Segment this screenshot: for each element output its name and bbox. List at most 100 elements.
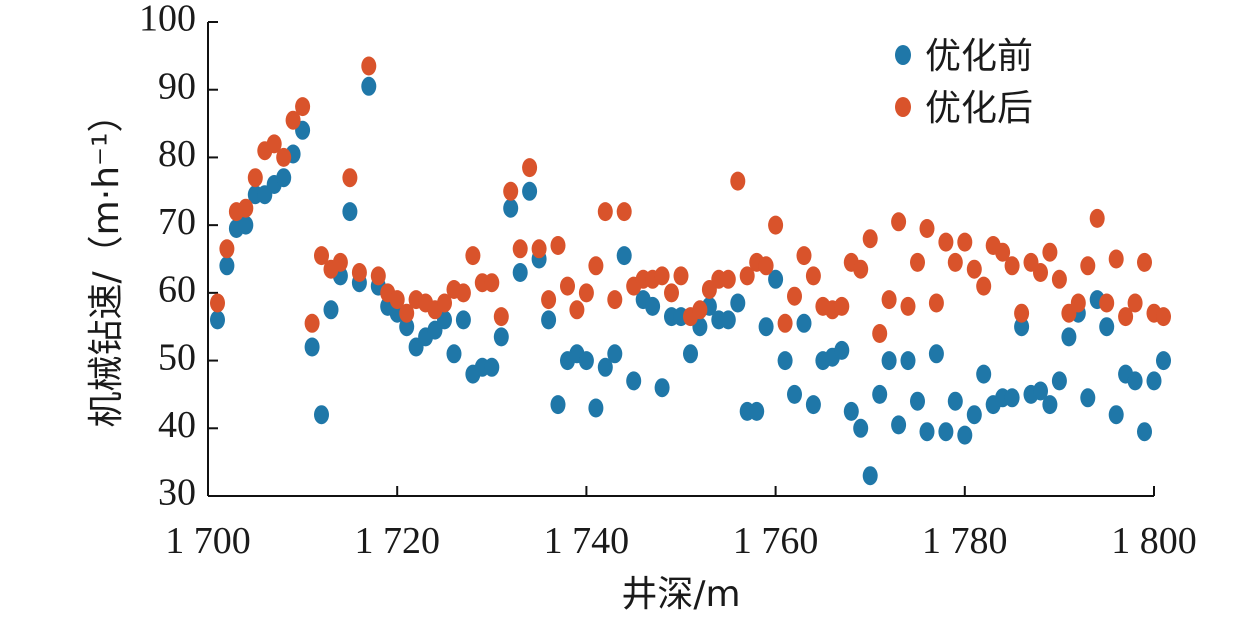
data-point (664, 283, 679, 303)
data-point (550, 395, 566, 415)
data-point (976, 276, 992, 296)
data-point (749, 401, 765, 421)
data-point (1089, 208, 1105, 228)
data-point (1070, 293, 1086, 313)
data-point (1099, 317, 1115, 337)
data-point (588, 398, 604, 418)
data-point (342, 202, 358, 222)
y-tick-label: 70 (158, 201, 196, 243)
data-point (768, 215, 784, 235)
data-point (616, 246, 632, 266)
data-point (1051, 269, 1067, 289)
data-point (919, 422, 935, 442)
data-point (399, 303, 415, 323)
data-point (976, 364, 992, 384)
data-point (1108, 405, 1124, 425)
y-tick-label: 80 (158, 133, 196, 175)
data-point (1004, 388, 1020, 408)
data-point (777, 351, 793, 371)
data-point (966, 405, 982, 425)
data-point (720, 310, 736, 330)
data-point (919, 219, 935, 238)
data-point (805, 266, 821, 286)
data-point (541, 290, 557, 310)
data-point (758, 256, 774, 276)
data-point (645, 296, 661, 316)
data-point (219, 239, 235, 259)
data-point (304, 337, 320, 357)
data-point (276, 168, 292, 188)
data-point (683, 344, 698, 364)
data-point (900, 296, 916, 316)
data-point (966, 259, 982, 279)
data-point (862, 466, 878, 486)
data-point (692, 300, 708, 320)
data-point (332, 252, 348, 272)
data-point (437, 293, 452, 313)
data-point (787, 384, 802, 404)
data-point (304, 313, 320, 333)
data-points (210, 56, 1171, 486)
data-point (891, 415, 907, 435)
data-point (654, 378, 670, 398)
data-point (597, 202, 613, 222)
x-tick-label: 1 780 (922, 520, 1008, 562)
data-point (295, 97, 311, 117)
data-point (1014, 303, 1030, 323)
data-point (947, 391, 963, 411)
data-point (900, 351, 916, 371)
data-point (342, 168, 358, 188)
data-point (910, 391, 925, 411)
x-tick-label: 1 700 (165, 520, 251, 562)
data-point (872, 324, 888, 343)
data-point (777, 313, 793, 333)
data-point (1156, 351, 1171, 371)
data-point (1014, 317, 1030, 337)
data-point (361, 76, 377, 96)
legend-label-before: 优化前 (925, 36, 1033, 77)
data-point (522, 158, 538, 178)
data-point (758, 317, 774, 337)
data-point (673, 266, 689, 286)
data-point (843, 401, 859, 421)
data-point (1108, 249, 1124, 269)
legend-label-after: 优化后 (925, 88, 1033, 129)
data-point (560, 276, 575, 296)
data-point (465, 246, 481, 266)
data-point (455, 310, 471, 330)
data-point (493, 327, 509, 347)
x-tick-label: 1 800 (1111, 520, 1197, 562)
data-point (872, 384, 888, 404)
y-tick-label: 100 (139, 0, 196, 40)
data-point (323, 300, 339, 320)
data-point (862, 229, 878, 249)
y-tick-label: 40 (158, 404, 196, 446)
data-point (541, 310, 557, 330)
data-point (796, 246, 812, 266)
data-point (957, 425, 973, 445)
data-point (616, 202, 632, 222)
data-point (314, 405, 329, 425)
data-point (834, 296, 850, 316)
data-point (995, 242, 1011, 262)
data-point (210, 310, 225, 330)
data-point (370, 266, 386, 286)
data-point (503, 198, 519, 218)
x-tick-label: 1 760 (733, 520, 819, 562)
data-point (512, 239, 528, 259)
data-point (219, 256, 235, 276)
data-point (1156, 307, 1171, 327)
data-point (881, 290, 897, 310)
y-ticks: 30 40 50 60 70 80 90 100 (139, 0, 218, 514)
data-point (720, 269, 736, 289)
x-tick-label: 1 720 (354, 520, 440, 562)
data-point (361, 56, 377, 76)
data-point (853, 259, 869, 279)
data-point (787, 286, 802, 306)
data-point (938, 422, 954, 442)
data-point (1146, 371, 1162, 391)
data-point (1127, 371, 1143, 391)
series-before (210, 76, 1171, 486)
data-point (531, 239, 547, 259)
